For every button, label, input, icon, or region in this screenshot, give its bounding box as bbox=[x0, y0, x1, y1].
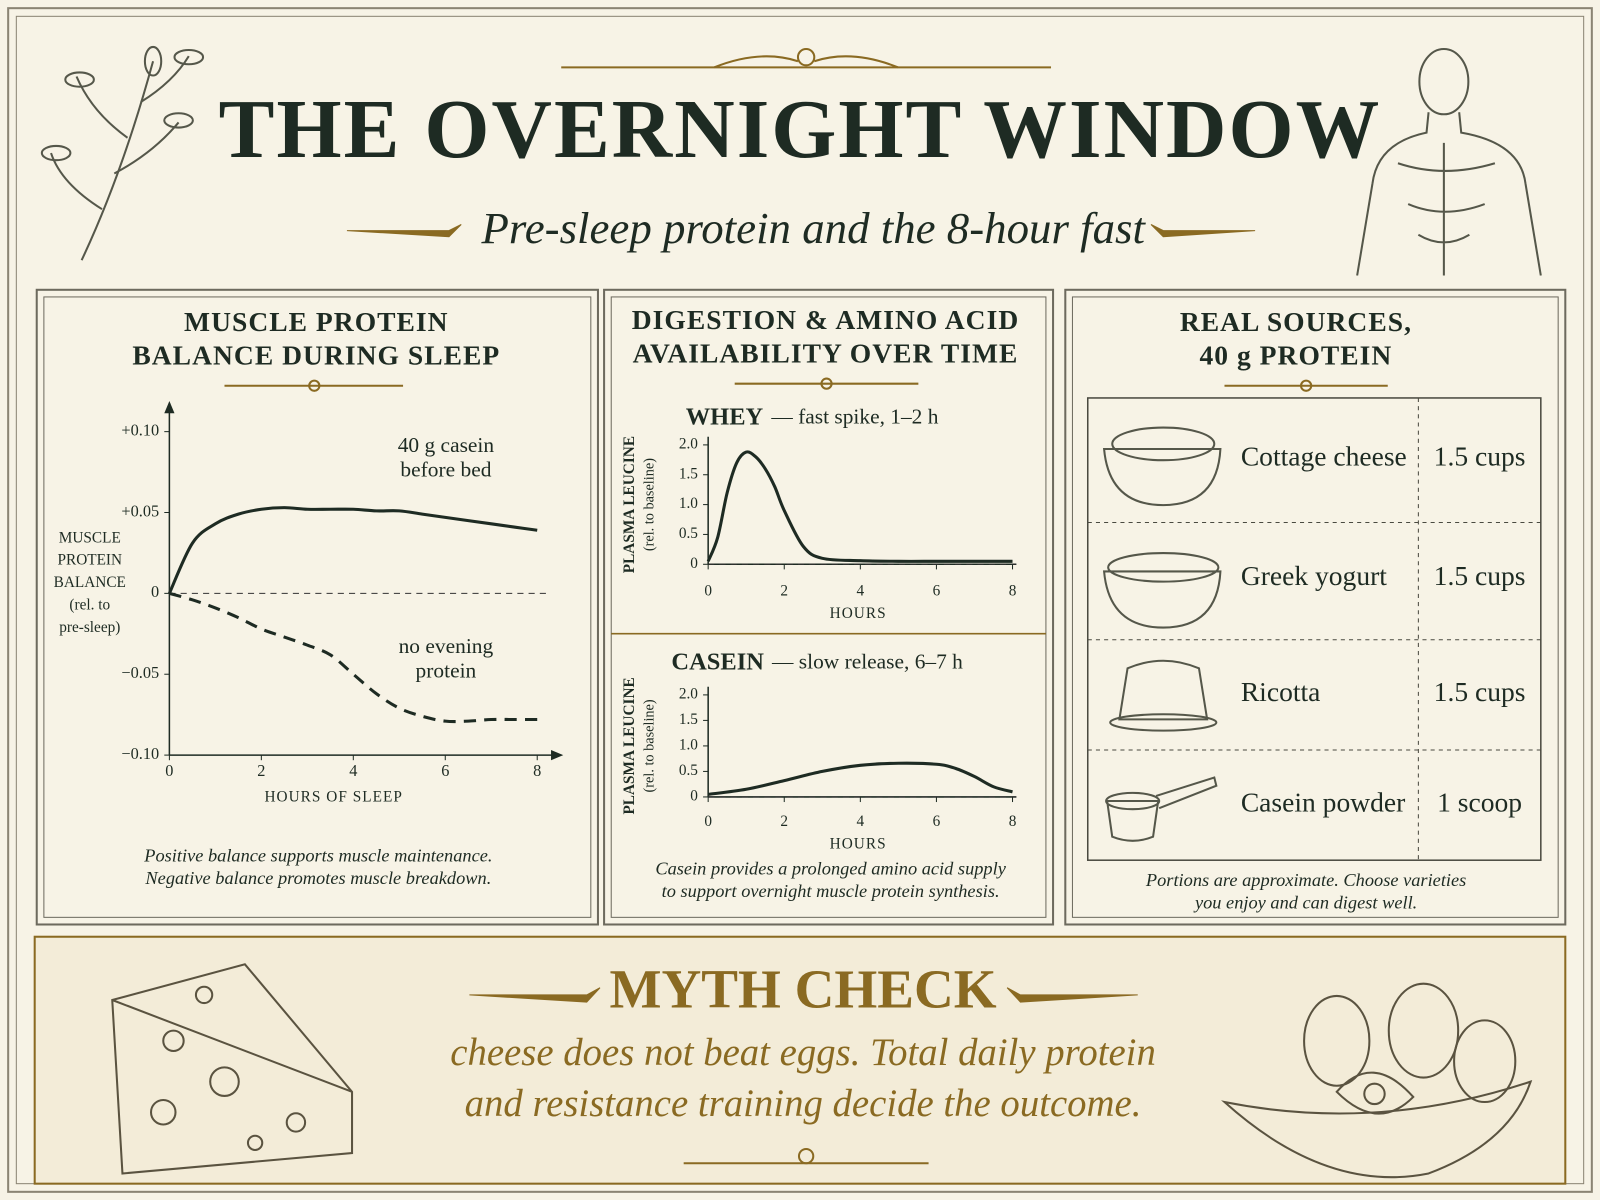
axis-arrow bbox=[164, 401, 175, 414]
y-axis-label: (rel. to bbox=[69, 597, 110, 614]
myth-ornament bbox=[469, 987, 1138, 1165]
x-tick-label: 4 bbox=[349, 761, 357, 780]
y-axis-label: MUSCLE bbox=[59, 529, 121, 546]
y-axis-label: PROTEIN bbox=[57, 552, 122, 569]
x-tick-label: 8 bbox=[1009, 813, 1017, 830]
chart-title: WHEY — fast spike, 1–2 h bbox=[686, 403, 939, 430]
panel-frames bbox=[35, 288, 1567, 926]
x-tick-label: 0 bbox=[165, 761, 173, 780]
x-tick-label: 4 bbox=[857, 582, 865, 599]
x-tick-label: 0 bbox=[704, 813, 712, 830]
y-tick-label: 1.5 bbox=[679, 711, 698, 728]
food-amount: 1.5 cups bbox=[1434, 441, 1526, 472]
y-tick-label: 1.0 bbox=[679, 495, 698, 512]
chart-title-note: — slow release, 6–7 h bbox=[771, 649, 963, 673]
food-amount: 1.5 cups bbox=[1434, 560, 1526, 591]
y-tick-label: 2.0 bbox=[679, 685, 698, 702]
myth-text: and resistance training decide the outco… bbox=[465, 1082, 1142, 1125]
x-tick-label: 8 bbox=[533, 761, 541, 780]
x-tick-label: 2 bbox=[780, 582, 788, 599]
x-axis-label: HOURS OF SLEEP bbox=[264, 788, 402, 805]
y-tick-label: 2.0 bbox=[679, 435, 698, 452]
header-ornament bbox=[346, 47, 1256, 238]
y-tick-label: 0 bbox=[690, 787, 698, 804]
chart-title-note: — fast spike, 1–2 h bbox=[770, 404, 938, 428]
x-tick-label: 8 bbox=[1009, 582, 1017, 599]
myth-title: MYTH CHECK bbox=[609, 959, 996, 1020]
panel-caption: Casein provides a prolonged amino acid s… bbox=[655, 859, 1006, 879]
axis-arrow bbox=[551, 750, 564, 761]
panel-caption: Positive balance supports muscle mainten… bbox=[143, 845, 492, 865]
herb-illustration bbox=[40, 45, 205, 261]
x-tick-label: 2 bbox=[257, 761, 265, 780]
y-tick-label: 1.0 bbox=[679, 736, 698, 753]
series-label-box: no evening protein bbox=[398, 634, 494, 683]
panel-title: MUSCLE PROTEIN bbox=[184, 306, 449, 337]
x-tick-label: 6 bbox=[933, 813, 941, 830]
cheese-illustration bbox=[111, 963, 354, 1175]
eggs-illustration bbox=[1221, 982, 1533, 1179]
y-axis-label: (rel. to baseline) bbox=[641, 699, 657, 792]
y-axis-label: pre-sleep) bbox=[59, 619, 120, 636]
sources-table bbox=[1086, 397, 1542, 861]
food-name: Casein powder bbox=[1241, 786, 1405, 817]
panel-title: 40 g PROTEIN bbox=[1199, 339, 1392, 370]
myth-text: cheese does not beat eggs. Total daily p… bbox=[450, 1031, 1156, 1074]
x-tick-label: 2 bbox=[780, 813, 788, 830]
panel-caption: to support overnight muscle protein synt… bbox=[662, 881, 1000, 901]
panel-title: REAL SOURCES, bbox=[1180, 306, 1412, 337]
y-tick-label: 0 bbox=[151, 582, 159, 601]
y-tick-label: +0.05 bbox=[121, 501, 159, 520]
food-amount: 1 scoop bbox=[1437, 786, 1522, 817]
panel-title: DIGESTION & AMINO ACID bbox=[632, 304, 1020, 335]
y-axis-label: PLASMA LEUCINE bbox=[621, 677, 638, 814]
y-tick-label: 0.5 bbox=[679, 525, 698, 542]
y-axis-label: PLASMA LEUCINE bbox=[621, 436, 638, 573]
anatomy-illustration bbox=[1356, 47, 1542, 276]
food-name: Ricotta bbox=[1241, 676, 1321, 707]
y-tick-label: 1.5 bbox=[679, 465, 698, 482]
panel-ornaments bbox=[224, 377, 1388, 392]
panel-caption: Negative balance promotes muscle breakdo… bbox=[144, 868, 491, 888]
y-tick-label: 0 bbox=[690, 555, 698, 572]
page-title: THE OVERNIGHT WINDOW bbox=[219, 83, 1382, 176]
food-name: Greek yogurt bbox=[1241, 560, 1387, 591]
panel-caption: you enjoy and can digest well. bbox=[1193, 892, 1417, 912]
outer-frame bbox=[7, 7, 1593, 1193]
food-icons bbox=[1102, 426, 1222, 842]
chart-title-name: WHEY bbox=[686, 403, 764, 430]
series-label-box: 40 g casein before bed bbox=[397, 433, 495, 482]
y-axis-label: BALANCE bbox=[54, 574, 126, 591]
panel-title: AVAILABILITY OVER TIME bbox=[633, 337, 1019, 368]
panel-title: BALANCE DURING SLEEP bbox=[132, 339, 500, 370]
myth-band bbox=[33, 935, 1567, 1185]
data-line bbox=[707, 761, 1013, 796]
x-axis-label: HOURS bbox=[830, 605, 887, 622]
y-tick-label: 0.5 bbox=[679, 762, 698, 779]
data-line bbox=[168, 591, 538, 724]
food-amount: 1.5 cups bbox=[1434, 676, 1526, 707]
data-line bbox=[167, 506, 538, 595]
y-tick-label: −0.05 bbox=[121, 663, 159, 682]
series-label: 40 g casein before bed bbox=[397, 433, 495, 482]
x-tick-label: 6 bbox=[933, 582, 941, 599]
data-line bbox=[706, 450, 1013, 563]
x-axis-label: HOURS bbox=[830, 835, 887, 852]
series-label: no evening protein bbox=[398, 634, 494, 683]
page-subtitle: Pre-sleep protein and the 8-hour fast bbox=[481, 203, 1147, 253]
chart-title-name: CASEIN bbox=[671, 648, 764, 675]
y-tick-label: −0.10 bbox=[121, 744, 159, 763]
food-name: Cottage cheese bbox=[1241, 441, 1407, 472]
x-tick-label: 6 bbox=[441, 761, 449, 780]
x-tick-label: 4 bbox=[857, 813, 865, 830]
y-tick-label: +0.10 bbox=[121, 420, 159, 439]
x-tick-label: 0 bbox=[704, 582, 712, 599]
panel-caption: Portions are approximate. Choose varieti… bbox=[1145, 870, 1466, 890]
y-axis-label: (rel. to baseline) bbox=[641, 458, 657, 551]
chart-title: CASEIN — slow release, 6–7 h bbox=[671, 648, 963, 675]
